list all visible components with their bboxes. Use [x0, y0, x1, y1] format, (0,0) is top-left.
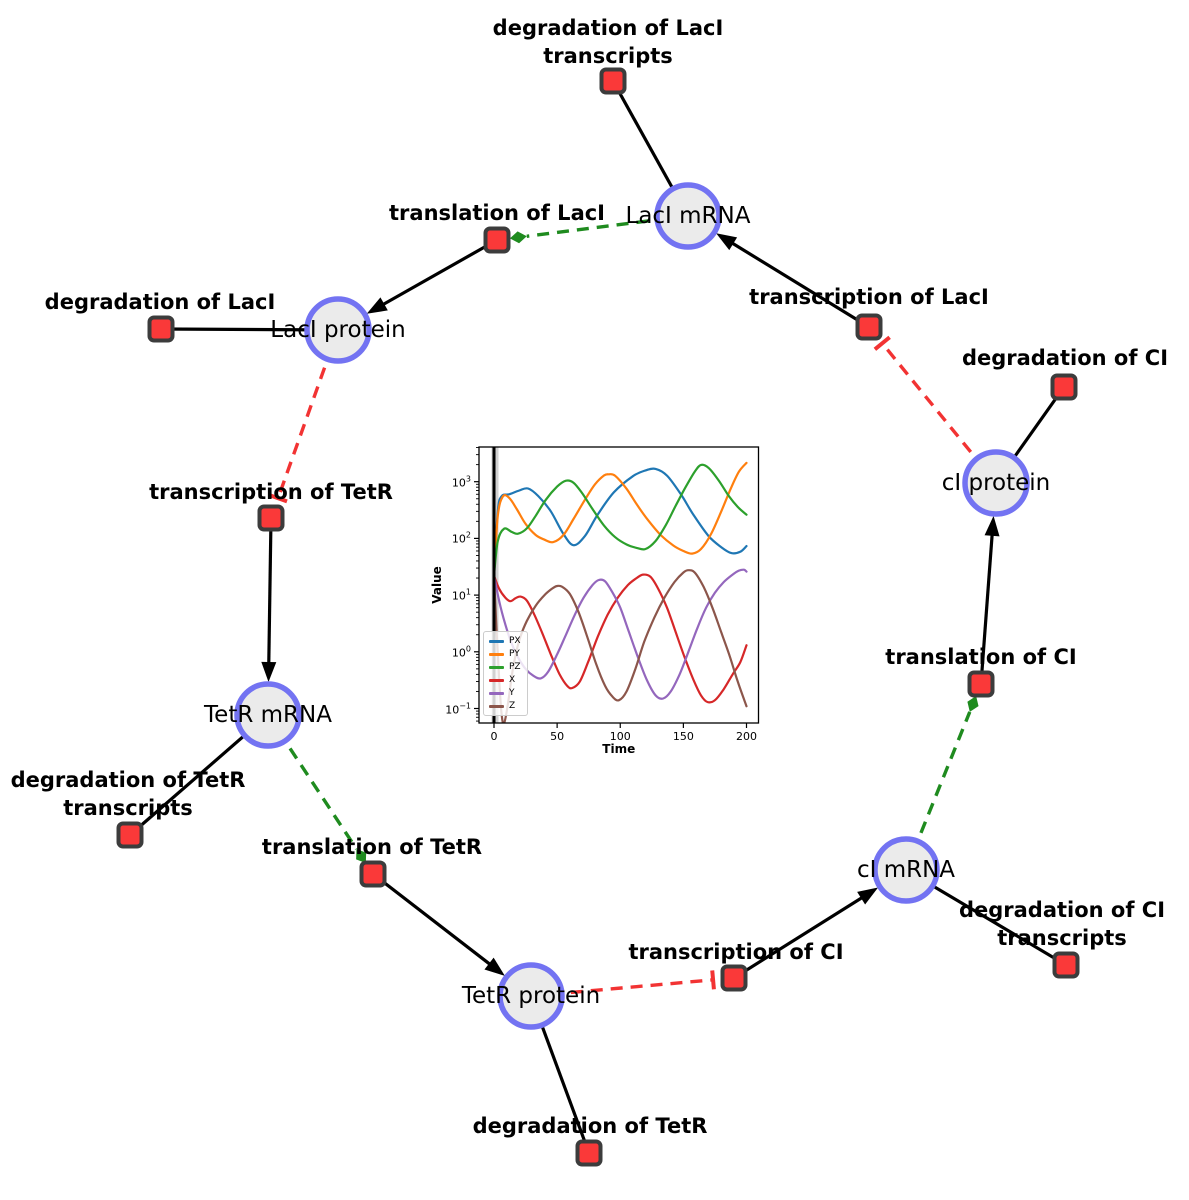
edge-laci-protein-txn-tetr-tee-bar [268, 493, 288, 504]
series-line-X [492, 573, 748, 704]
chart-frame [478, 446, 760, 724]
reaction-node-txn-laci [855, 313, 883, 341]
species-node-ci-protein [962, 449, 1030, 517]
species-node-ci-mrna [872, 836, 940, 904]
reaction-node-deg-tetr-tx [116, 821, 144, 849]
reaction-node-deg-ci-tx [1052, 951, 1080, 979]
edge-ci-protein-txn-laci-tee-bar [873, 335, 891, 351]
edge-txn-ci-ci-mrna [733, 895, 865, 980]
edge-tetr-mrna-tln-tetr-diamond-arrowhead [356, 848, 367, 864]
series-line-PY [492, 461, 748, 577]
reaction-node-tln-tetr [359, 860, 387, 888]
species-node-laci-mrna [654, 182, 722, 250]
species-node-laci-protein [304, 296, 372, 364]
edge-tln-laci-laci-protein-arrowhead [366, 297, 388, 314]
inset-chart [474, 446, 760, 728]
edge-txn-laci-laci-mrna [729, 240, 870, 329]
reaction-node-tln-ci [967, 670, 995, 698]
species-node-tetr-mrna [234, 681, 302, 749]
edge-txn-tetr-tetr-mrna-arrowhead [261, 661, 277, 683]
edge-txn-tetr-tetr-mrna [267, 517, 273, 666]
edge-tln-tetr-tetr-protein [372, 872, 493, 967]
species-node-tetr-protein [497, 962, 565, 1030]
edge-tetr-protein-txn-ci-tee-bar [710, 970, 716, 990]
reaction-node-deg-laci [147, 315, 175, 343]
reaction-node-tln-laci [483, 226, 511, 254]
edge-laci-mrna-tln-laci-diamond-arrowhead [509, 231, 527, 244]
edge-txn-laci-laci-mrna-arrowhead [716, 233, 738, 251]
series-line-PZ [492, 463, 748, 577]
edge-tln-tetr-tetr-protein-arrowhead [484, 957, 505, 976]
edge-tln-ci-ci-protein-arrowhead [984, 515, 1000, 537]
reaction-node-deg-tetr [575, 1139, 603, 1167]
edge-txn-ci-ci-mrna-arrowhead [857, 887, 879, 905]
edge-tln-laci-laci-protein [380, 238, 498, 307]
edge-tln-ci-ci-protein [979, 532, 994, 685]
series-line-Y [492, 568, 748, 700]
reaction-node-deg-laci-tx [599, 67, 627, 95]
reaction-node-deg-ci [1050, 373, 1078, 401]
edge-ci-mrna-tln-ci-diamond-arrowhead [967, 696, 979, 712]
reaction-node-txn-ci [720, 964, 748, 992]
reaction-node-txn-tetr [257, 504, 285, 532]
